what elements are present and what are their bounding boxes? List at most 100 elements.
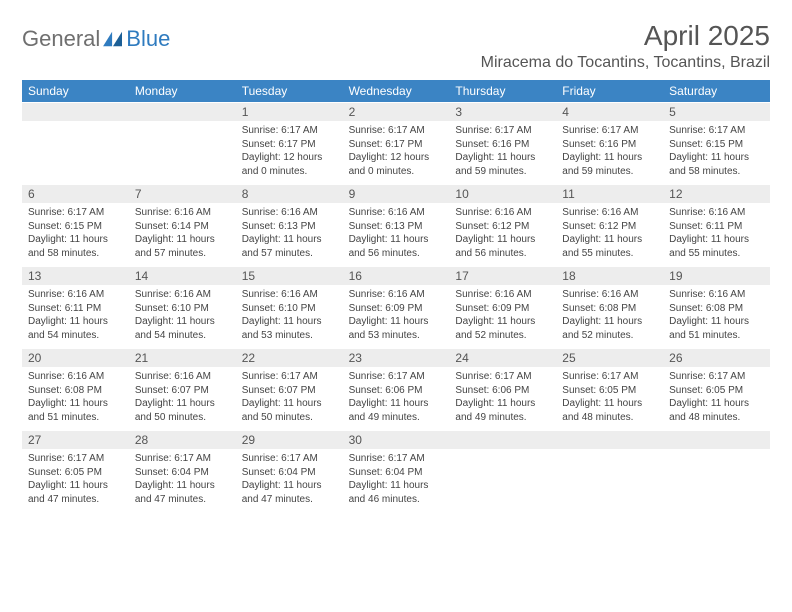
daylight-text: Daylight: 11 hours and 58 minutes. [28,233,123,260]
day-body: Sunrise: 6:17 AMSunset: 6:16 PMDaylight:… [556,121,663,184]
daylight-text: Daylight: 11 hours and 52 minutes. [562,315,657,342]
day-cell: 21Sunrise: 6:16 AMSunset: 6:07 PMDayligh… [129,348,236,430]
sunrise-text: Sunrise: 6:16 AM [669,206,764,220]
day-number: 18 [556,266,663,285]
day-number: 21 [129,348,236,367]
day-body: Sunrise: 6:16 AMSunset: 6:12 PMDaylight:… [556,203,663,266]
day-body [129,121,236,130]
day-body: Sunrise: 6:16 AMSunset: 6:10 PMDaylight:… [236,285,343,348]
sunrise-text: Sunrise: 6:17 AM [455,124,550,138]
day-cell: 30Sunrise: 6:17 AMSunset: 6:04 PMDayligh… [343,430,450,512]
month-title: April 2025 [481,20,770,52]
day-number: 28 [129,430,236,449]
sunrise-text: Sunrise: 6:17 AM [242,124,337,138]
day-number: . [449,430,556,449]
day-body [663,449,770,458]
day-body: Sunrise: 6:16 AMSunset: 6:10 PMDaylight:… [129,285,236,348]
day-cell: 2Sunrise: 6:17 AMSunset: 6:17 PMDaylight… [343,102,450,184]
sunset-text: Sunset: 6:05 PM [669,384,764,398]
day-cell: 10Sunrise: 6:16 AMSunset: 6:12 PMDayligh… [449,184,556,266]
day-body: Sunrise: 6:16 AMSunset: 6:07 PMDaylight:… [129,367,236,430]
daylight-text: Daylight: 11 hours and 47 minutes. [242,479,337,506]
sunrise-text: Sunrise: 6:16 AM [562,288,657,302]
day-body [556,449,663,458]
sunset-text: Sunset: 6:10 PM [242,302,337,316]
day-number: 26 [663,348,770,367]
daylight-text: Daylight: 11 hours and 57 minutes. [242,233,337,260]
sunset-text: Sunset: 6:12 PM [455,220,550,234]
title-block: April 2025 Miracema do Tocantins, Tocant… [481,20,770,72]
brand-mark-icon [102,30,124,48]
day-cell: 15Sunrise: 6:16 AMSunset: 6:10 PMDayligh… [236,266,343,348]
weekday-header: Saturday [663,80,770,102]
daylight-text: Daylight: 11 hours and 52 minutes. [455,315,550,342]
day-body: Sunrise: 6:16 AMSunset: 6:08 PMDaylight:… [663,285,770,348]
weekday-header: Thursday [449,80,556,102]
day-cell: 5Sunrise: 6:17 AMSunset: 6:15 PMDaylight… [663,102,770,184]
daylight-text: Daylight: 11 hours and 51 minutes. [28,397,123,424]
day-number: 29 [236,430,343,449]
day-number: 14 [129,266,236,285]
day-number: 6 [22,184,129,203]
day-number: 20 [22,348,129,367]
daylight-text: Daylight: 11 hours and 57 minutes. [135,233,230,260]
day-number: 5 [663,102,770,121]
sunset-text: Sunset: 6:12 PM [562,220,657,234]
page: General Blue April 2025 Miracema do Toca… [0,0,792,522]
daylight-text: Daylight: 11 hours and 56 minutes. [455,233,550,260]
day-number: 4 [556,102,663,121]
sunset-text: Sunset: 6:07 PM [135,384,230,398]
day-body: Sunrise: 6:17 AMSunset: 6:04 PMDaylight:… [129,449,236,512]
day-number: 11 [556,184,663,203]
day-body: Sunrise: 6:16 AMSunset: 6:12 PMDaylight:… [449,203,556,266]
day-body: Sunrise: 6:17 AMSunset: 6:17 PMDaylight:… [236,121,343,184]
day-body [449,449,556,458]
sunset-text: Sunset: 6:07 PM [242,384,337,398]
day-cell: 18Sunrise: 6:16 AMSunset: 6:08 PMDayligh… [556,266,663,348]
day-body: Sunrise: 6:17 AMSunset: 6:17 PMDaylight:… [343,121,450,184]
sunrise-text: Sunrise: 6:17 AM [28,206,123,220]
sunset-text: Sunset: 6:16 PM [562,138,657,152]
empty-cell: . [129,102,236,184]
day-number: 13 [22,266,129,285]
sunset-text: Sunset: 6:04 PM [135,466,230,480]
day-body: Sunrise: 6:16 AMSunset: 6:11 PMDaylight:… [22,285,129,348]
day-body: Sunrise: 6:17 AMSunset: 6:07 PMDaylight:… [236,367,343,430]
daylight-text: Daylight: 11 hours and 50 minutes. [135,397,230,424]
sunset-text: Sunset: 6:15 PM [669,138,764,152]
sunset-text: Sunset: 6:17 PM [349,138,444,152]
brand-part2: Blue [126,26,170,52]
daylight-text: Daylight: 11 hours and 46 minutes. [349,479,444,506]
day-number: 25 [556,348,663,367]
daylight-text: Daylight: 11 hours and 47 minutes. [28,479,123,506]
brand-logo: General Blue [22,26,170,52]
sunset-text: Sunset: 6:06 PM [349,384,444,398]
sunset-text: Sunset: 6:09 PM [349,302,444,316]
daylight-text: Daylight: 11 hours and 50 minutes. [242,397,337,424]
day-number: 8 [236,184,343,203]
sunset-text: Sunset: 6:15 PM [28,220,123,234]
day-number: 30 [343,430,450,449]
day-number: 17 [449,266,556,285]
day-body: Sunrise: 6:17 AMSunset: 6:05 PMDaylight:… [556,367,663,430]
sunrise-text: Sunrise: 6:17 AM [242,370,337,384]
day-number: 15 [236,266,343,285]
sunrise-text: Sunrise: 6:16 AM [562,206,657,220]
daylight-text: Daylight: 11 hours and 53 minutes. [242,315,337,342]
day-body: Sunrise: 6:17 AMSunset: 6:04 PMDaylight:… [343,449,450,512]
day-cell: 22Sunrise: 6:17 AMSunset: 6:07 PMDayligh… [236,348,343,430]
day-body: Sunrise: 6:17 AMSunset: 6:05 PMDaylight:… [22,449,129,512]
day-cell: 27Sunrise: 6:17 AMSunset: 6:05 PMDayligh… [22,430,129,512]
sunrise-text: Sunrise: 6:17 AM [669,124,764,138]
weekday-header: Monday [129,80,236,102]
day-cell: 4Sunrise: 6:17 AMSunset: 6:16 PMDaylight… [556,102,663,184]
day-cell: 3Sunrise: 6:17 AMSunset: 6:16 PMDaylight… [449,102,556,184]
week-row: 27Sunrise: 6:17 AMSunset: 6:05 PMDayligh… [22,430,770,512]
day-number: 12 [663,184,770,203]
day-body: Sunrise: 6:16 AMSunset: 6:09 PMDaylight:… [449,285,556,348]
day-body: Sunrise: 6:17 AMSunset: 6:16 PMDaylight:… [449,121,556,184]
sunset-text: Sunset: 6:16 PM [455,138,550,152]
sunset-text: Sunset: 6:13 PM [349,220,444,234]
sunrise-text: Sunrise: 6:17 AM [562,370,657,384]
sunrise-text: Sunrise: 6:16 AM [28,288,123,302]
